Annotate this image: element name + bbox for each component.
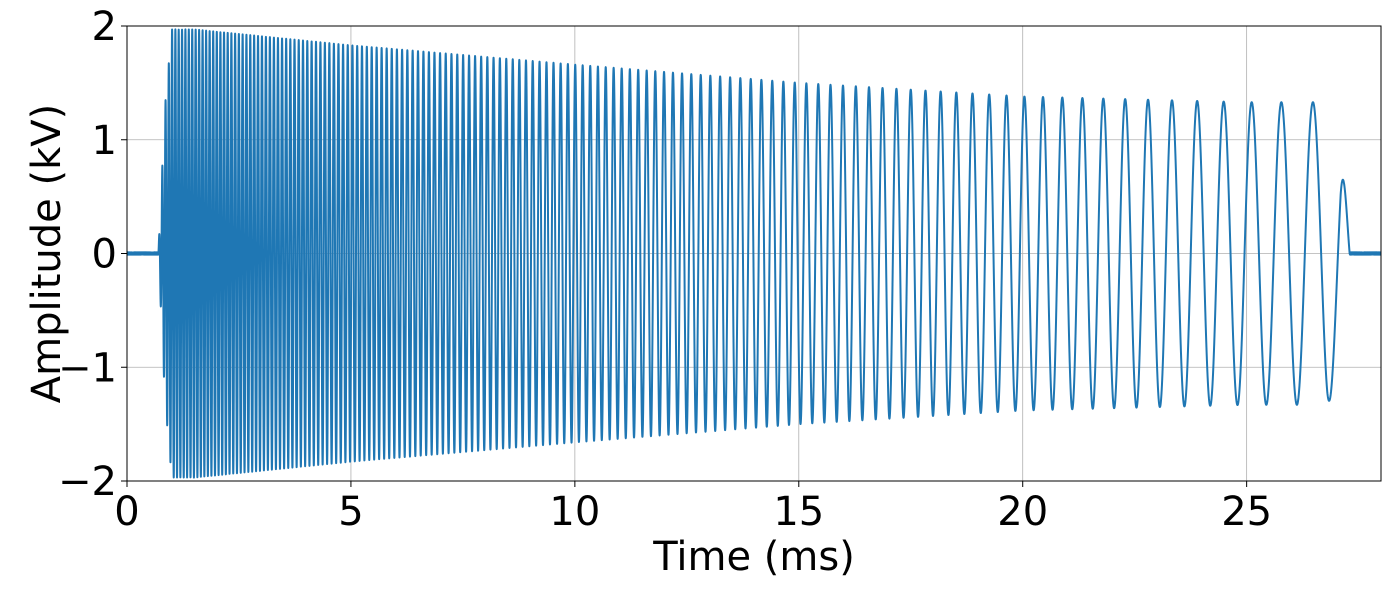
x-axis-label: Time (ms) xyxy=(652,534,855,580)
series-line xyxy=(127,28,1381,479)
y-tick-label: 2 xyxy=(92,4,117,50)
x-axis: 0 5 10 15 20 25 xyxy=(114,481,1272,535)
y-tick-label: 0 xyxy=(92,232,117,278)
y-tick-label: −1 xyxy=(58,345,117,391)
x-tick-label: 5 xyxy=(338,489,363,535)
x-tick-label: 10 xyxy=(549,489,600,535)
y-tick-label: 1 xyxy=(92,118,117,164)
x-tick-label: 20 xyxy=(997,489,1048,535)
x-tick-label: 0 xyxy=(114,489,139,535)
x-tick-label: 15 xyxy=(773,489,824,535)
y-tick-label: −2 xyxy=(58,459,117,505)
x-tick-label: 25 xyxy=(1221,489,1272,535)
plot-area xyxy=(127,28,1381,479)
y-axis-label: Amplitude (kV) xyxy=(24,104,70,403)
y-axis: −2 −1 0 1 2 xyxy=(58,4,127,505)
